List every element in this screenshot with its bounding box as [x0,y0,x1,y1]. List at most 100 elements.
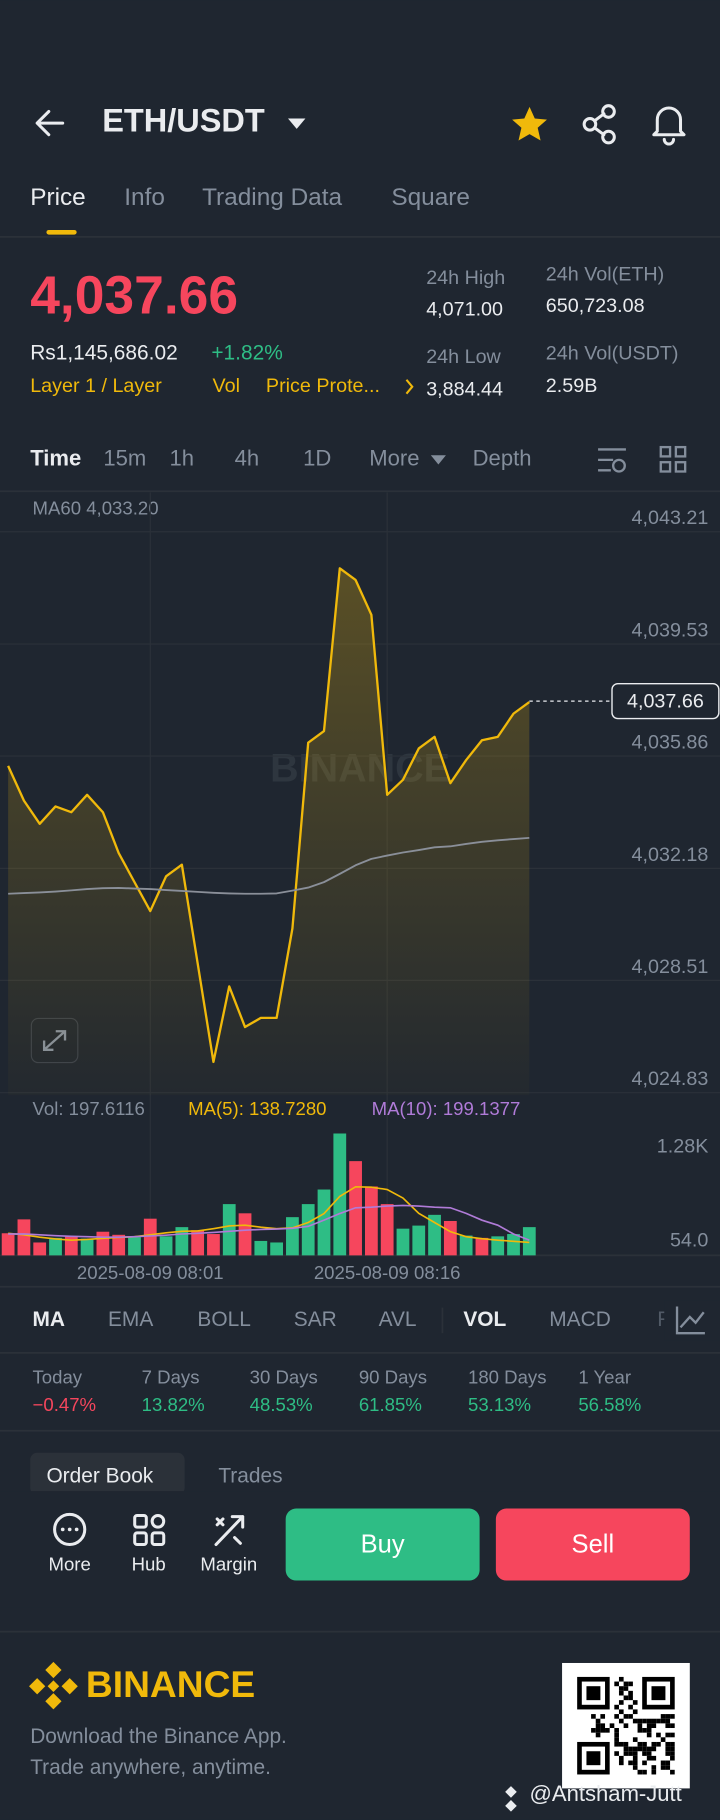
qr-cell [623,1695,629,1701]
volume-bar [207,1234,220,1256]
qr-finder [651,1686,666,1701]
qr-cell [660,1760,666,1766]
tag[interactable]: Vol [213,375,240,397]
alert-icon[interactable] [652,106,686,146]
back-icon[interactable] [35,109,65,137]
volume-bar [317,1189,331,1256]
x-tick-label: 2025-08-09 08:16 [314,1262,461,1283]
indicator[interactable]: VOL [463,1308,506,1331]
qr-cell [623,1686,629,1691]
tab[interactable]: Square [391,184,470,211]
qr-cell [646,1746,652,1752]
qr-cell [670,1741,675,1747]
indicator[interactable]: EMA [108,1308,153,1331]
more-icon[interactable] [53,1512,87,1547]
qr-cell [646,1755,652,1761]
qr-cell [656,1718,661,1724]
layout-icon[interactable] [659,445,687,473]
qr-cell [637,1741,643,1747]
action-label[interactable]: Hub [132,1553,166,1574]
volume-bar [33,1242,47,1256]
interval[interactable]: 1h [170,446,195,471]
qr-cell [614,1732,619,1738]
qr-cell [660,1765,666,1770]
qr-cell [637,1728,643,1733]
interval[interactable]: Depth [473,446,532,471]
interval[interactable]: Time [30,446,81,471]
interval[interactable]: More [369,446,419,471]
more-caret[interactable] [430,455,446,465]
volume-bar [301,1204,315,1256]
sell-label[interactable]: Sell [572,1530,615,1558]
indicator[interactable]: SAR [294,1308,337,1331]
qr-cell [646,1723,652,1729]
book-tab[interactable]: Order Book [46,1465,153,1488]
book-tab[interactable]: Trades [218,1465,282,1488]
indicator[interactable]: BOLL [197,1308,250,1331]
tab[interactable]: Info [124,184,165,211]
interval[interactable]: 4h [235,446,260,471]
qr-cell [628,1690,633,1696]
period-change: −0.47% [33,1394,97,1415]
qr-cell [651,1741,657,1747]
share-icon[interactable] [582,104,616,145]
qr-cell [595,1718,601,1724]
qr-cell [628,1760,633,1766]
buy-label[interactable]: Buy [361,1530,405,1558]
tag[interactable]: Price Prote... [266,375,380,397]
margin-icon[interactable] [214,1515,245,1547]
qr-cell [628,1695,633,1701]
volume-bar [396,1228,410,1256]
tag[interactable]: Layer 1 / Layer [30,375,162,397]
qr-cell [609,1723,615,1729]
qr-cell [665,1741,671,1747]
chart-settings-icon[interactable] [598,448,626,473]
qr-finder [586,1686,601,1701]
qr-cell [665,1718,671,1724]
price-area [8,568,530,1096]
qr-cell [618,1741,624,1747]
indicator[interactable]: MA [33,1308,66,1331]
sell-button[interactable] [495,1508,690,1581]
tab[interactable]: Price [30,184,86,211]
qr-cell [670,1755,675,1761]
qr-cell [632,1746,638,1752]
volume-bar [459,1235,473,1256]
qr-cell [614,1728,619,1733]
qr-cell [632,1760,638,1766]
y-tick-label: 4,024.83 [632,1068,709,1090]
period-change: 61.85% [359,1394,422,1415]
pair-caret[interactable] [288,118,306,129]
indicator-settings-icon[interactable] [675,1306,705,1335]
qr-cell [618,1760,624,1766]
hub-icon[interactable] [133,1513,166,1547]
volume-bar [286,1217,299,1256]
tab[interactable]: Trading Data [202,184,342,211]
last-price-label: 4,037.66 [627,691,704,713]
action-label[interactable]: More [49,1553,91,1574]
qr-cell [660,1737,666,1742]
pair-title[interactable]: ETH/USDT [102,103,265,139]
qr-cell [642,1718,647,1724]
volume-bar [443,1220,457,1256]
buy-button[interactable] [285,1508,480,1581]
qr-cell [618,1700,624,1705]
last-price-box [611,683,720,720]
indicator[interactable]: MACD [549,1308,611,1331]
price-line [7,567,531,1064]
qr-cell [600,1714,606,1719]
favorite-icon[interactable] [512,106,547,141]
qr-cell [651,1718,657,1724]
tag-chevron[interactable] [405,379,414,395]
volume-bar [333,1133,347,1256]
qr-cell [618,1686,624,1691]
interval[interactable]: 1D [303,446,331,471]
indicator[interactable]: AVL [379,1308,417,1331]
interval[interactable]: 15m [103,446,146,471]
qr-cell [651,1769,657,1775]
price-change: +1.82% [211,342,282,365]
action-label[interactable]: Margin [200,1553,257,1574]
qr-cell [665,1765,671,1770]
qr-cell [632,1765,638,1770]
